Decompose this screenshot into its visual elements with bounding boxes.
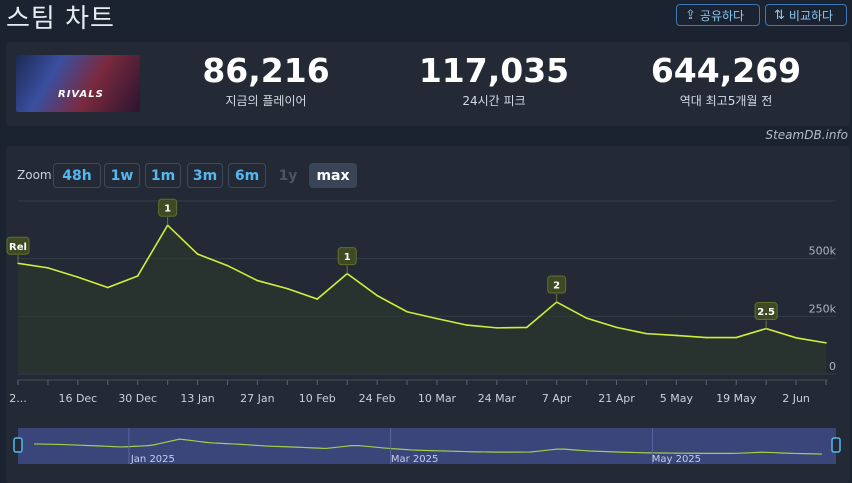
x-tick-label: 19 May <box>716 392 757 405</box>
stat-value: 86,216 <box>202 51 330 90</box>
x-tick-label: 10 Feb <box>299 392 336 405</box>
data-point <box>645 332 648 335</box>
stat-24h-peak: 117,035 24시간 피크 <box>414 52 574 109</box>
navigator-window <box>18 428 836 464</box>
data-point <box>466 324 468 326</box>
annotation-label: 1 <box>164 204 171 215</box>
x-tick-label: 21 Apr <box>598 392 635 405</box>
data-point <box>106 286 109 289</box>
y-tick-label: 500k <box>809 245 837 258</box>
data-point <box>136 275 139 277</box>
x-tick-label: 5 May <box>660 392 694 405</box>
zoom-48h-button[interactable]: 48h <box>53 163 101 188</box>
x-tick-label: 2... <box>9 392 27 405</box>
annotation-flag <box>6 236 30 255</box>
data-point <box>496 327 498 329</box>
y-tick-label: 250k <box>809 302 837 315</box>
stat-label: 24시간 피크 <box>462 94 526 108</box>
annotation-label: 1 <box>344 252 351 263</box>
x-tick-label: 7 Apr <box>542 392 572 405</box>
share-label: 공유하다 <box>699 8 745 23</box>
data-point <box>795 336 797 339</box>
compare-button[interactable]: ⇅ 비교하다 <box>765 4 847 26</box>
player-chart[interactable]: 0 250k 500k 2... 16 Dec 30 Dec 13 Jan 27 Jan 10 … <box>6 146 850 483</box>
annotation-flag <box>547 275 567 294</box>
x-tick-label: 27 Jan <box>240 392 274 405</box>
data-point <box>825 342 827 344</box>
share-icon: ⇪ <box>685 7 696 23</box>
data-point <box>585 317 588 319</box>
chart-panel: Zoom 48h 1w 1m 3m 6m 1y max 0 250k 500k 2... 16 De… <box>6 146 850 483</box>
x-tick-label: 24 Mar <box>478 392 517 405</box>
zoom-max-button[interactable]: max <box>309 163 357 188</box>
data-point <box>286 287 289 290</box>
data-point <box>705 336 708 339</box>
navigator-line <box>33 438 823 455</box>
data-point <box>316 298 319 300</box>
share-button[interactable]: ⇪ 공유하다 <box>676 4 760 26</box>
game-logo: RIVALS <box>58 89 104 100</box>
zoom-1y-button: 1y <box>273 163 303 188</box>
series-line <box>17 223 827 344</box>
x-tick-label: 30 Dec <box>118 392 157 405</box>
page-title: 스팀 차트 <box>6 4 115 34</box>
data-point <box>196 253 199 255</box>
x-tick-label: 24 Feb <box>359 392 396 405</box>
game-thumbnail[interactable]: RIVALS <box>16 55 140 112</box>
data-point <box>406 310 408 313</box>
stat-label: 지금의 플레이어 <box>225 94 307 108</box>
zoom-1m-button[interactable]: 1m <box>145 163 181 188</box>
navigator-left-handle[interactable] <box>13 437 23 453</box>
navigator-label: Jan 2025 <box>130 454 175 465</box>
x-tick-label: 2 Jun <box>782 392 810 405</box>
y-tick-label: 0 <box>829 360 836 373</box>
series-area <box>18 225 826 374</box>
data-point <box>735 336 738 339</box>
data-point <box>436 317 438 320</box>
stats-panel: RIVALS 86,216 지금의 플레이어 117,035 24시간 피크 6… <box>6 42 850 126</box>
compare-label: 비교하다 <box>788 8 834 23</box>
navigator-label: May 2025 <box>652 454 701 465</box>
x-tick-label: 13 Jan <box>180 392 214 405</box>
zoom-label: Zoom <box>17 168 52 182</box>
data-point <box>77 276 79 278</box>
x-tick-label: 10 Mar <box>418 392 457 405</box>
annotation-label: Rel <box>9 242 27 253</box>
data-point <box>675 334 678 337</box>
annotation-flag <box>158 198 178 217</box>
data-point <box>256 279 259 282</box>
x-tick-label: 16 Dec <box>58 392 97 405</box>
data-point <box>47 267 49 269</box>
stat-label: 역대 최고5개월 전 <box>679 94 773 108</box>
zoom-3m-button[interactable]: 3m <box>187 163 223 188</box>
stat-all-time-peak: 644,269 역대 최고5개월 전 <box>636 52 816 109</box>
steamdb-credit[interactable]: SteamDB.info <box>765 128 848 142</box>
data-point <box>525 326 528 329</box>
data-point <box>226 264 229 267</box>
annotation-label: 2 <box>553 281 560 292</box>
annotation-label: 2.5 <box>757 307 775 318</box>
zoom-1w-button[interactable]: 1w <box>104 163 140 188</box>
annotation-flag <box>754 302 778 321</box>
zoom-6m-button[interactable]: 6m <box>228 163 266 188</box>
navigator-right-handle[interactable] <box>831 437 841 453</box>
data-point <box>615 326 618 329</box>
stat-value: 644,269 <box>650 51 802 90</box>
navigator-label: Mar 2025 <box>391 454 439 465</box>
stat-value: 117,035 <box>418 51 570 90</box>
data-point <box>376 294 378 297</box>
stat-current-players: 86,216 지금의 플레이어 <box>186 52 346 109</box>
annotation-flag <box>337 247 357 266</box>
compare-icon: ⇅ <box>774 7 785 23</box>
